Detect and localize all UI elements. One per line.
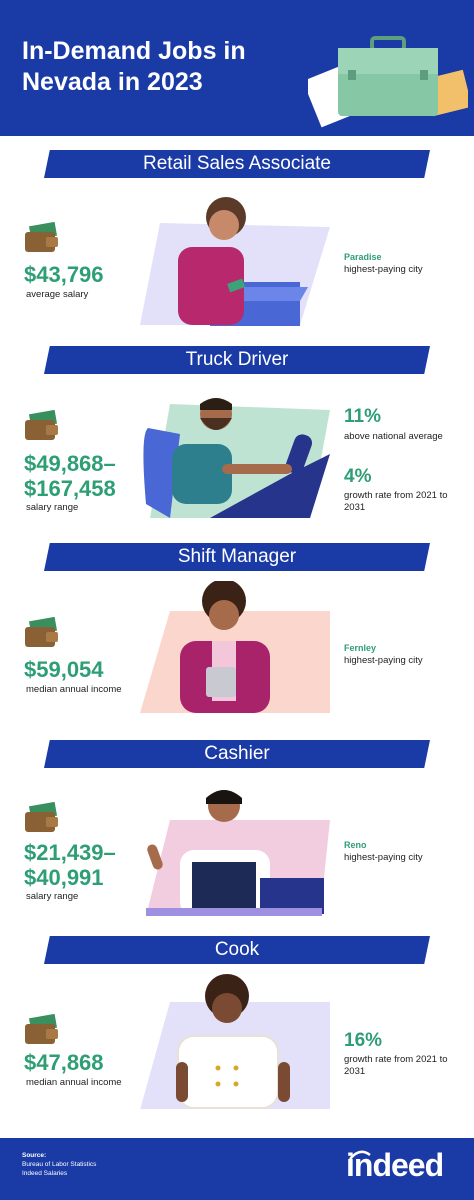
city-label: highest-paying city bbox=[344, 655, 423, 666]
wallet-icon bbox=[25, 802, 58, 832]
stat-label: growth rate from 2021 to 2031 bbox=[344, 490, 448, 513]
page-title: In-Demand Jobs in Nevada in 2023 bbox=[22, 37, 246, 96]
wallet-icon bbox=[25, 1014, 58, 1044]
source-title: Source: bbox=[22, 1152, 47, 1159]
logo-arc-icon bbox=[349, 1150, 371, 1160]
footer bbox=[0, 1138, 474, 1200]
salary-value-max: $40,991 bbox=[24, 865, 104, 890]
salary-label: salary range bbox=[26, 891, 79, 902]
wallet-icon bbox=[25, 410, 58, 440]
job-title: Retail Sales Associate bbox=[44, 150, 430, 178]
city-label: highest-paying city bbox=[344, 264, 423, 275]
city-name: Fernley bbox=[344, 643, 377, 653]
job-section-truck: Truck Driver $49,868– $167,458 salary ra… bbox=[0, 346, 474, 538]
stat-label: above national average bbox=[344, 431, 443, 442]
salary-label: median annual income bbox=[26, 684, 122, 695]
stat-label: growth rate from 2021 to 2031 bbox=[344, 1054, 448, 1077]
salary-value: $43,796 bbox=[24, 262, 104, 287]
truck-driver-illustration bbox=[143, 398, 330, 518]
city-name: Reno bbox=[344, 840, 367, 850]
wallet-icon bbox=[25, 222, 58, 252]
cashier-illustration bbox=[146, 790, 330, 916]
job-section-shift-manager: Shift Manager $59,054 median annual inco… bbox=[0, 543, 474, 735]
job-title: Shift Manager bbox=[44, 543, 430, 571]
source-item: Indeed Salaries bbox=[22, 1170, 68, 1177]
salary-value-max: $167,458 bbox=[24, 476, 116, 501]
stat-value: 4% bbox=[344, 466, 372, 487]
briefcase-icon bbox=[308, 36, 468, 128]
salary-label: average salary bbox=[26, 289, 89, 300]
retail-worker-illustration bbox=[140, 197, 330, 326]
salary-label: salary range bbox=[26, 502, 79, 513]
wallet-icon bbox=[25, 617, 58, 647]
salary-value: $21,439– bbox=[24, 840, 116, 865]
job-title: Cook bbox=[44, 936, 430, 964]
salary-value: $47,868 bbox=[24, 1050, 104, 1075]
city-name: Paradise bbox=[344, 252, 382, 262]
source-item: Bureau of Labor Statistics bbox=[22, 1161, 97, 1168]
job-title: Cashier bbox=[44, 740, 430, 768]
salary-value: $49,868– bbox=[24, 451, 116, 476]
stat-value: 11% bbox=[344, 406, 381, 427]
salary-value: $59,054 bbox=[24, 657, 104, 682]
salary-label: median annual income bbox=[26, 1077, 122, 1088]
header-banner: In-Demand Jobs in Nevada in 2023 bbox=[0, 0, 474, 136]
job-section-cashier: Cashier $21,439– $40,991 salary range Re… bbox=[0, 740, 474, 932]
job-section-cook: Cook $47,868 median annual income 16% gr… bbox=[0, 936, 474, 1128]
job-section-retail: Retail Sales Associate $43,796 average s… bbox=[0, 150, 474, 342]
cook-illustration bbox=[140, 974, 330, 1109]
indeed-logo[interactable]: indeed bbox=[346, 1147, 444, 1183]
shift-manager-illustration bbox=[140, 581, 330, 713]
city-label: highest-paying city bbox=[344, 852, 423, 863]
stat-value: 16% bbox=[344, 1030, 383, 1051]
job-title: Truck Driver bbox=[44, 346, 430, 374]
